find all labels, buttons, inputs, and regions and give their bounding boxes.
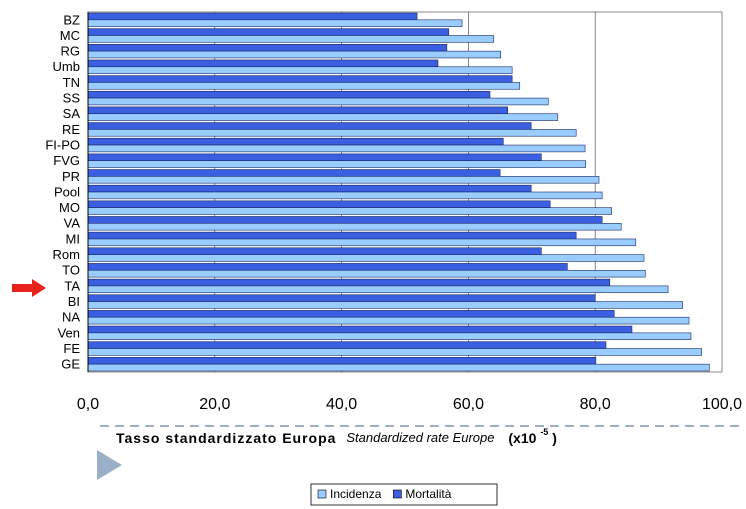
bar (87, 247, 542, 255)
y-tick-label: PR (62, 169, 80, 184)
y-tick-label: SA (63, 106, 81, 121)
y-tick-label: RE (62, 122, 80, 137)
bar (87, 82, 521, 90)
y-tick-label: VA (64, 216, 81, 231)
bar (87, 269, 646, 278)
x-label-exp: -5 (540, 427, 548, 437)
x-label-close: ) (552, 430, 557, 446)
bars (87, 12, 710, 372)
bar (87, 106, 509, 115)
legend (310, 483, 498, 506)
bar (87, 184, 532, 193)
bar (87, 348, 703, 356)
bar (87, 231, 577, 240)
y-tick-label: BZ (63, 12, 80, 27)
x-tick-label: 0,0 (77, 396, 99, 413)
legend-label: Incidenza (330, 487, 382, 501)
bar (87, 113, 559, 121)
bar (87, 254, 645, 262)
y-tick-label: MC (60, 28, 80, 43)
decor-triangle (97, 450, 122, 480)
y-tick-label: FE (63, 341, 80, 356)
bar (87, 153, 542, 161)
bar (87, 169, 501, 177)
y-tick-label: SS (63, 91, 81, 106)
legend-swatch (317, 489, 327, 499)
bar (87, 216, 603, 224)
y-tick-label: FVG (53, 153, 80, 168)
bar (87, 278, 611, 287)
bar (87, 137, 504, 146)
bar (87, 59, 439, 68)
bar (87, 285, 669, 294)
bar (87, 122, 532, 130)
bar (87, 19, 463, 27)
bar (87, 301, 683, 309)
y-tick-label: Rom (53, 247, 80, 262)
bar (87, 191, 603, 200)
bar (87, 294, 596, 302)
bar (87, 363, 710, 372)
y-tick-label: TO (62, 263, 80, 278)
x-tick-label: 20,0 (199, 396, 230, 413)
bar (87, 97, 549, 106)
y-tick-label: MO (59, 200, 80, 215)
bar (87, 316, 690, 325)
y-tick-label: NA (62, 310, 80, 325)
y-tick-label: Pool (54, 184, 80, 199)
bar (87, 90, 491, 99)
bar (87, 35, 495, 43)
bar (87, 66, 513, 74)
bar (87, 129, 577, 137)
bar (87, 310, 615, 318)
bar (87, 223, 622, 231)
legend-items: Incidenza Mortalità (317, 487, 452, 501)
x-label-en: Standardized rate Europe (346, 430, 494, 445)
bar (87, 176, 600, 184)
bar (87, 238, 637, 247)
y-tick-label: GE (61, 357, 80, 372)
x-label-unit: (x10 (508, 430, 536, 446)
bar (87, 144, 586, 153)
x-tick-label: 60,0 (453, 396, 484, 413)
bar (87, 357, 597, 365)
highlight-arrow (12, 279, 46, 297)
x-label-it: Tasso standardizzato Europa (116, 430, 336, 446)
bar (87, 50, 502, 59)
y-tick-label: TN (63, 75, 80, 90)
bar (87, 200, 551, 208)
bar (87, 12, 418, 21)
bar (87, 160, 586, 168)
y-tick-label: MI (66, 231, 80, 246)
legend-swatch (393, 489, 402, 499)
bar (87, 263, 568, 271)
bar (87, 332, 692, 340)
y-tick-label: FI-PO (45, 137, 80, 152)
x-axis-label: Tasso standardizzato Europa Standardized… (116, 424, 557, 446)
bar (87, 325, 633, 334)
x-tick-label: 100,0 (702, 396, 742, 413)
bar (87, 207, 612, 215)
y-tick-label: RG (61, 44, 81, 59)
y-tick-label: Umb (53, 59, 80, 74)
x-tick-label: 80,0 (580, 396, 611, 413)
y-tick-label: Ven (58, 325, 80, 340)
x-tick-label: 40,0 (326, 396, 357, 413)
y-tick-label: TA (64, 278, 80, 293)
y-tick-label: BI (68, 294, 80, 309)
bar (87, 28, 450, 36)
legend-label: Mortalità (405, 487, 451, 501)
bar (87, 44, 448, 52)
bar (87, 341, 607, 349)
bar (87, 75, 513, 83)
